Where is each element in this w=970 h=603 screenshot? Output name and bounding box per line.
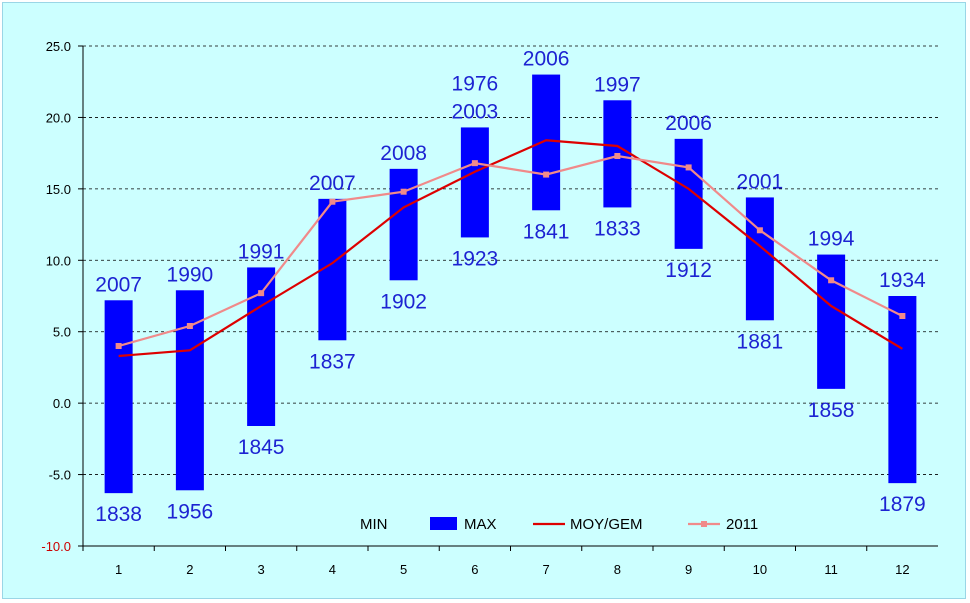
min-year-label: 1845 — [238, 436, 285, 459]
series-point-2011 — [899, 313, 906, 319]
series-line-moy-gem — [118, 139, 903, 358]
series-point-2011 — [186, 323, 193, 329]
series-point-2011 — [258, 290, 265, 297]
series-point-2011 — [400, 188, 407, 195]
series-point-2011 — [756, 227, 763, 234]
max-year-label-extra: 1976 — [452, 72, 499, 95]
x-tick-label: 5 — [400, 562, 407, 577]
series-point-2011 — [329, 198, 336, 205]
range-bar — [674, 138, 703, 249]
min-year-label: 1912 — [665, 259, 712, 282]
min-year-label: 1837 — [309, 350, 356, 373]
temperature-chart: -10.0-5.00.05.010.015.020.025.01 2 3 4 5 6 7 8 9… — [41, 39, 938, 577]
series-point-2011 — [543, 171, 550, 178]
max-year-label: 1991 — [238, 240, 285, 263]
y-tick-label: 20.0 — [46, 110, 71, 125]
y-tick-label: -5.0 — [49, 468, 71, 483]
max-year-label: 2007 — [95, 273, 142, 296]
series-point-2011 — [685, 164, 692, 171]
min-year-label: 1923 — [452, 247, 499, 270]
min-year-label: 1841 — [523, 220, 570, 243]
x-tick-label: 12 — [895, 562, 909, 577]
x-tick-label: 6 — [471, 562, 478, 577]
legend-swatch-max — [430, 517, 457, 530]
max-year-label: 2006 — [665, 112, 712, 135]
x-tick-label: 8 — [614, 562, 621, 577]
y-tick-label: 10.0 — [46, 253, 71, 268]
max-year-label: 2001 — [737, 170, 784, 193]
x-tick-label: 11 — [824, 562, 838, 577]
min-year-label: 1881 — [737, 330, 784, 353]
min-year-label: 1879 — [879, 493, 926, 516]
min-year-label: 1838 — [95, 503, 142, 526]
legend-label-min: MIN — [360, 516, 388, 533]
y-tick-label: 0.0 — [53, 396, 71, 411]
x-tick-label: 1 — [115, 562, 122, 577]
max-year-label: 2007 — [309, 172, 356, 195]
series-line-2011 — [118, 154, 903, 348]
range-bar — [104, 300, 133, 494]
min-year-label: 1956 — [167, 500, 214, 523]
range-bar — [460, 127, 489, 238]
x-tick-label: 9 — [685, 562, 692, 577]
y-tick-label: 25.0 — [46, 39, 71, 54]
series-point-2011 — [614, 153, 621, 159]
min-year-label: 1833 — [594, 217, 641, 240]
max-year-label: 2008 — [380, 142, 427, 165]
range-bar — [389, 168, 418, 281]
y-tick-label: 5.0 — [53, 325, 71, 340]
max-year-label: 1994 — [808, 228, 855, 251]
x-tick-label: 7 — [543, 562, 550, 577]
series-point-2011 — [471, 160, 478, 167]
range-bar — [745, 197, 774, 321]
legend-label-moy-gem: MOY/GEM — [570, 516, 643, 533]
max-year-label: 2006 — [523, 48, 570, 71]
max-year-label: 1990 — [167, 263, 214, 286]
range-bar — [817, 254, 846, 389]
y-tick-label: -10.0 — [41, 539, 71, 554]
series-point-2011 — [115, 343, 122, 349]
y-tick-label: 15.0 — [46, 182, 71, 197]
range-bar — [888, 296, 917, 484]
x-tick-label: 4 — [329, 562, 336, 577]
legend-label-2011: 2011 — [726, 516, 758, 533]
legend-marker-2011 — [701, 521, 707, 527]
max-year-label: 1997 — [594, 73, 641, 96]
min-year-label: 1902 — [380, 290, 427, 313]
range-bar — [532, 74, 561, 211]
min-year-label: 1858 — [808, 399, 855, 422]
max-year-label: 1934 — [879, 269, 926, 292]
series-point-2011 — [828, 277, 835, 284]
x-tick-label: 3 — [258, 562, 265, 577]
x-tick-label: 10 — [753, 562, 767, 577]
x-tick-label: 2 — [186, 562, 193, 577]
max-year-label: 2003 — [452, 100, 499, 123]
legend-label-max: MAX — [464, 516, 497, 533]
